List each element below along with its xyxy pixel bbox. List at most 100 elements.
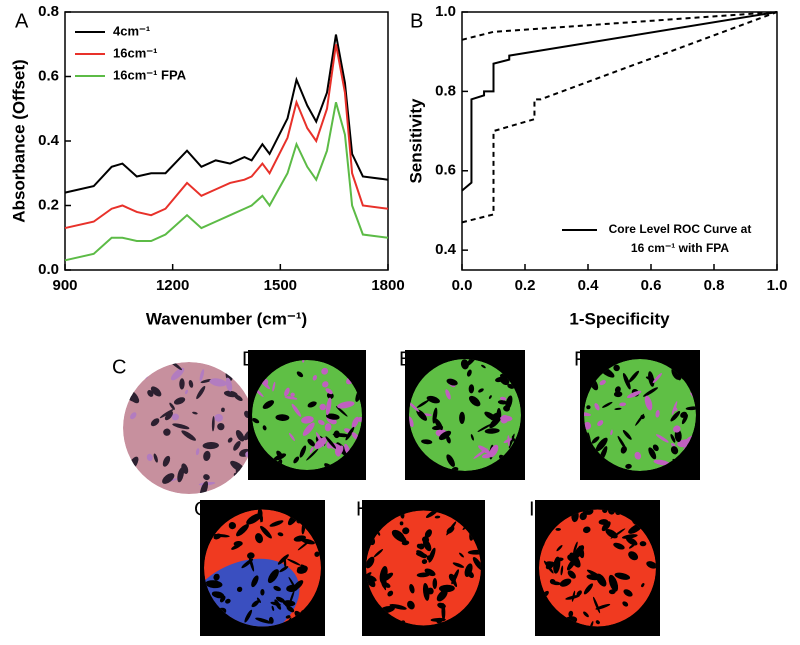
tissue-spot: [356, 417, 362, 423]
tissue-spot: [389, 603, 407, 610]
tissue-spot: [445, 389, 451, 400]
tissue-spot: [203, 450, 211, 461]
tissue-spot: [172, 423, 190, 430]
tissue-spot: [246, 513, 262, 525]
x-tick-label: 1.0: [767, 277, 788, 294]
tissue-spot: [296, 371, 304, 378]
tissue-spot: [648, 371, 655, 387]
tissue-spot: [233, 540, 243, 547]
tissue-spot: [275, 596, 286, 603]
tissue-spot: [225, 377, 233, 392]
tissue-spot: [302, 422, 315, 436]
panel-label: F: [574, 348, 586, 370]
tissue-spot: [317, 419, 325, 425]
tissue-spot: [437, 602, 446, 609]
tissue-spot: [196, 385, 206, 400]
tissue-spot: [458, 552, 464, 558]
tissue-spot: [599, 379, 606, 386]
x-tick-label: 0.8: [704, 277, 725, 294]
tissue-spot: [583, 611, 589, 618]
tissue-spot: [508, 433, 515, 449]
tissue-spot: [639, 541, 647, 547]
tissue-spot: [484, 428, 500, 434]
tissue-spot: [150, 418, 160, 427]
tissue-spot: [655, 410, 660, 418]
tissue-spot: [452, 562, 465, 568]
tissue-spot: [312, 375, 317, 381]
tissue-spot: [407, 600, 415, 610]
tissue-spot: [495, 376, 506, 383]
tissue-spot: [345, 426, 355, 441]
tissue-spot: [251, 575, 259, 588]
tissue-spot: [159, 409, 174, 419]
tissue-spot: [286, 605, 295, 613]
tissue-spot: [591, 436, 600, 444]
tissue-spot: [213, 533, 222, 540]
tissue-spot: [432, 578, 438, 590]
data-line: [64, 102, 389, 262]
tissue-spot: [641, 583, 645, 588]
tissue-spot: [367, 575, 377, 582]
tissue-spot: [477, 423, 492, 433]
tissue-spot: [301, 538, 315, 545]
tissue-spot: [326, 392, 334, 399]
tissue-spot: [333, 430, 340, 439]
tissue-spot: [434, 515, 441, 519]
tissue-spot: [579, 512, 587, 521]
tissue-spot: [436, 589, 448, 602]
tissue-spot: [211, 416, 215, 432]
tissue-spot: [497, 400, 508, 405]
tissue-spot: [602, 509, 608, 514]
y-tick-label: 0.6: [435, 162, 456, 179]
tissue-spot: [623, 589, 633, 597]
tissue-spot: [594, 403, 600, 411]
tissue-spot: [610, 528, 626, 539]
tissue-spot: [192, 411, 198, 415]
tissue-spot: [179, 378, 185, 390]
tissue-spot: [589, 621, 594, 627]
tissue-spot: [416, 409, 428, 421]
tissue-spot: [300, 564, 307, 569]
tissue-spot: [260, 588, 265, 596]
tissue-spot: [446, 435, 451, 444]
tissue-spot: [488, 395, 492, 399]
x-tick-label: 0.4: [578, 277, 600, 294]
tissue-spot: [336, 445, 344, 456]
tissue-spot: [416, 572, 430, 578]
tissue-spot: [613, 364, 620, 372]
tissue-spot: [582, 526, 591, 534]
tissue-spot: [227, 437, 233, 443]
tissue-core: [366, 510, 481, 626]
tissue-spot: [269, 520, 284, 527]
tissue-spot: [171, 413, 179, 421]
tissue-spot: [202, 441, 219, 450]
tissue-spot: [500, 415, 513, 422]
tissue-spot: [421, 439, 433, 445]
tissue-spot: [366, 556, 375, 569]
tissue-spot: [614, 572, 631, 580]
tissue-spot: [325, 436, 337, 449]
tissue-spot: [268, 616, 274, 624]
tissue-spot: [235, 430, 245, 442]
tissue-spot: [288, 432, 295, 441]
tissue-spot: [319, 403, 326, 411]
tissue-spot: [634, 451, 642, 460]
tissue-spot: [602, 401, 613, 408]
tissue-spot: [428, 547, 436, 563]
tissue-spot: [146, 453, 153, 462]
tissue-spot: [670, 446, 679, 455]
y-axis-title: Sensitivity: [406, 98, 425, 184]
tissue-spot: [438, 584, 455, 593]
tissue-spot: [270, 601, 281, 606]
tissue-spot: [646, 561, 656, 569]
tissue-spot: [434, 418, 443, 431]
panel-label: H: [356, 498, 370, 520]
tissue-spot: [315, 432, 325, 447]
tissue-spot: [584, 412, 591, 417]
image-panel: [405, 350, 525, 480]
tissue-spot: [573, 541, 578, 554]
tissue-spot: [470, 434, 474, 441]
tissue-spot: [170, 367, 185, 381]
tissue-spot: [402, 527, 410, 535]
tissue-spot: [468, 395, 481, 407]
